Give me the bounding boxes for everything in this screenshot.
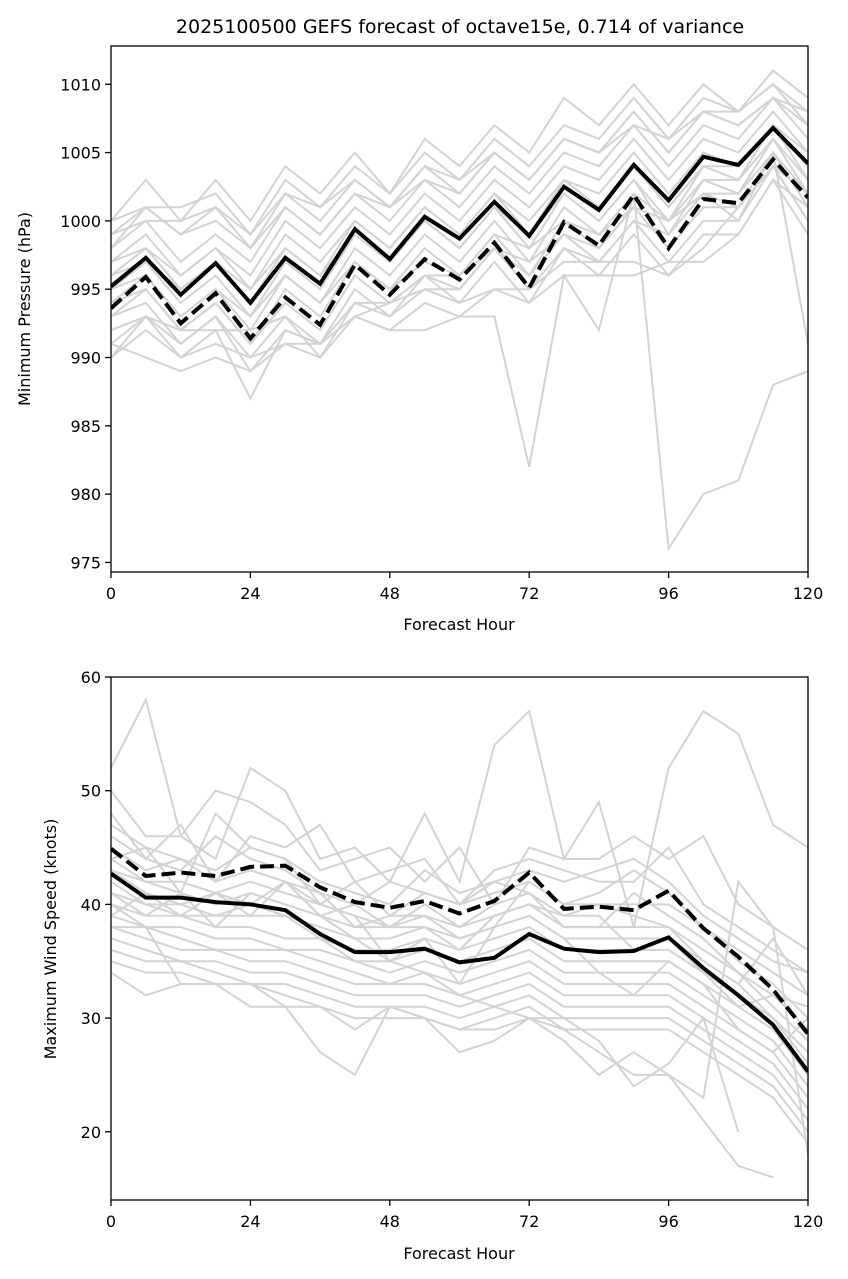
wind-y-tick-label: 50 xyxy=(81,782,101,801)
wind-ensemble-member-line xyxy=(111,880,808,1054)
pressure-y-tick-label: 985 xyxy=(70,417,101,436)
wind-axes-frame xyxy=(110,676,809,1201)
pressure-ensemble-member-line xyxy=(111,96,808,264)
pressure-x-tick-label: 72 xyxy=(519,584,539,603)
wind-y-tick-label: 20 xyxy=(81,1123,101,1142)
wind-x-axis-label: Forecast Hour xyxy=(403,1244,515,1263)
pressure-x-tick-label: 120 xyxy=(793,584,824,603)
wind-ensemble-member-line xyxy=(111,811,808,1155)
pressure-ensemble-member-line xyxy=(111,150,808,373)
pressure-ensemble-member-line xyxy=(111,193,808,552)
pressure-y-ticks: 975 980 985 990 995 1000 1005 1010 xyxy=(60,75,111,572)
pressure-reconstruction-line xyxy=(111,156,808,342)
pressure-x-axis-label: Forecast Hour xyxy=(403,615,515,634)
wind-ensemble-member-line xyxy=(111,869,808,996)
pressure-x-tick-label: 24 xyxy=(240,584,260,603)
wind-x-ticks: 0 24 48 72 96 120 xyxy=(106,1200,823,1231)
pressure-mean-line xyxy=(111,125,808,307)
pressure-x-tick-label: 48 xyxy=(380,584,400,603)
pressure-y-axis-label: Minimum Pressure (hPa) xyxy=(15,212,34,406)
pressure-ensemble-member-line xyxy=(111,123,808,360)
pressure-y-tick-label: 1010 xyxy=(60,75,101,94)
pressure-y-tick-label: 980 xyxy=(70,485,101,504)
wind-ensemble-member-line xyxy=(111,891,808,1008)
wind-mean-line xyxy=(111,872,808,1073)
wind-ensemble-member-line xyxy=(111,696,808,928)
wind-x-tick-label: 24 xyxy=(240,1212,260,1231)
pressure-ensemble-member-line xyxy=(111,150,808,344)
wind-reconstruction-line xyxy=(111,847,808,1036)
wind-ensemble-member-line xyxy=(111,789,808,951)
wind-y-tick-label: 30 xyxy=(81,1009,101,1028)
pressure-ensemble-member-line xyxy=(111,123,808,291)
wind-ensemble-member-line xyxy=(111,937,808,1122)
pressure-ensemble-member-line xyxy=(111,164,808,373)
pressure-axes-frame xyxy=(110,45,809,573)
wind-ensemble-member-line xyxy=(111,971,774,1179)
pressure-panel: 2025100500 GEFS forecast of octave15e, 0… xyxy=(15,16,823,634)
wind-x-tick-label: 96 xyxy=(658,1212,678,1231)
wind-y-tick-label: 60 xyxy=(81,668,101,687)
wind-y-axis-label: Maximum Wind Speed (knots) xyxy=(41,819,60,1060)
pressure-x-ticks: 0 24 48 72 96 120 xyxy=(106,572,823,603)
wind-ensemble-member-line xyxy=(111,846,808,1019)
pressure-y-tick-label: 995 xyxy=(70,280,101,299)
pressure-x-tick-label: 96 xyxy=(658,584,678,603)
pressure-ensemble-member-line xyxy=(111,110,808,277)
pressure-lines xyxy=(111,69,808,552)
pressure-y-tick-label: 1005 xyxy=(60,144,101,163)
pressure-y-tick-label: 975 xyxy=(70,553,101,572)
wind-lines xyxy=(111,696,808,1179)
wind-ensemble-member-line xyxy=(111,903,740,1133)
wind-ensemble-member-line xyxy=(111,914,808,1087)
pressure-ensemble-member-line xyxy=(111,82,808,250)
wind-y-ticks: 20 30 40 50 60 xyxy=(81,668,111,1142)
wind-y-tick-label: 40 xyxy=(81,895,101,914)
wind-x-tick-label: 0 xyxy=(106,1212,116,1231)
pressure-ensemble-member-line xyxy=(111,69,808,223)
wind-x-tick-label: 120 xyxy=(793,1212,824,1231)
chart-title: 2025100500 GEFS forecast of octave15e, 0… xyxy=(176,16,744,38)
wind-x-tick-label: 48 xyxy=(380,1212,400,1231)
wind-ensemble-member-line xyxy=(111,823,808,974)
pressure-ensemble-member-line xyxy=(111,96,808,236)
pressure-y-tick-label: 990 xyxy=(70,349,101,368)
pressure-y-tick-label: 1000 xyxy=(60,212,101,231)
pressure-x-tick-label: 0 xyxy=(106,584,116,603)
wind-panel: 0 24 48 72 96 120 20 30 40 50 60 Forecast Hour Ma… xyxy=(41,668,823,1263)
wind-x-tick-label: 72 xyxy=(519,1212,539,1231)
